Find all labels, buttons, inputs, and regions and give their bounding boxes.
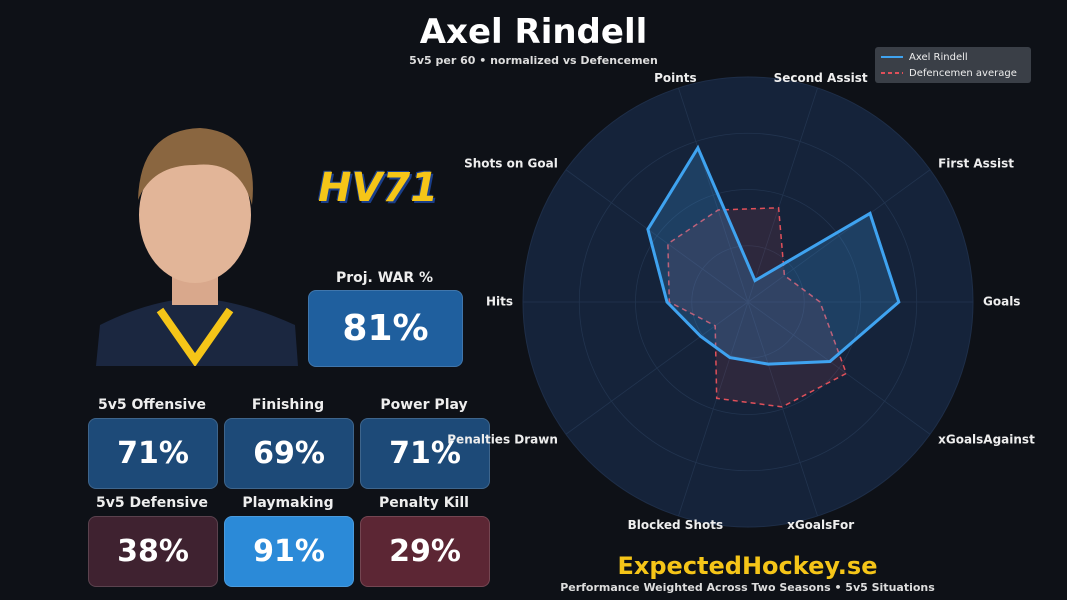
stat-tile: 38% (88, 516, 218, 587)
axis-label: xGoalsAgainst (938, 433, 1035, 447)
axis-label: Hits (486, 295, 513, 309)
stat-tile: 29% (360, 516, 490, 587)
footer-note: Performance Weighted Across Two Seasons … (560, 581, 935, 594)
player-photo (90, 120, 300, 366)
axis-label: Penalties Drawn (447, 433, 558, 447)
radar-spoke (678, 301, 749, 517)
radar-spoke (747, 87, 818, 303)
radar-spoke (565, 169, 749, 303)
axis-label: Shots on Goal (464, 156, 558, 170)
legend-label: Defencemen average (909, 68, 1017, 79)
radar-spoke (747, 301, 931, 435)
brand: ExpectedHockey.se (617, 552, 878, 580)
axis-label: Blocked Shots (628, 518, 724, 532)
tile-label: Finishing (251, 397, 325, 413)
legend-box (875, 47, 1031, 83)
axis-label: First Assist (938, 156, 1014, 170)
tile-label: 5v5 Defensive (96, 495, 208, 511)
tile-label: 5v5 Offensive (98, 397, 206, 413)
stat-tile: 71% (88, 418, 218, 489)
radar-spoke (565, 301, 749, 435)
war-label: Proj. WAR % (335, 270, 434, 286)
tile-label: Power Play (380, 397, 468, 413)
stat-tile: 91% (224, 516, 354, 587)
stat-tile: 69% (224, 418, 354, 489)
tile-label: Playmaking (242, 495, 334, 511)
legend-label: Axel Rindell (909, 52, 968, 63)
axis-label: xGoalsFor (787, 518, 854, 532)
tile-label: Penalty Kill (379, 495, 469, 511)
axis-label: Second Assist (774, 71, 868, 85)
war-tile: 81% (308, 290, 463, 367)
title: Axel Rindell (419, 12, 648, 52)
axis-label: Points (654, 71, 697, 85)
radar-spoke (747, 301, 818, 517)
axis-label: Goals (983, 295, 1020, 309)
subtitle: 5v5 per 60 • normalized vs Defencemen (409, 54, 658, 67)
radar-spoke (747, 169, 931, 303)
series-area (646, 144, 901, 366)
radar-spoke (678, 87, 749, 303)
stat-tile: 71% (360, 418, 490, 489)
team-logo: HV71 (318, 165, 439, 211)
series-area (667, 207, 848, 408)
